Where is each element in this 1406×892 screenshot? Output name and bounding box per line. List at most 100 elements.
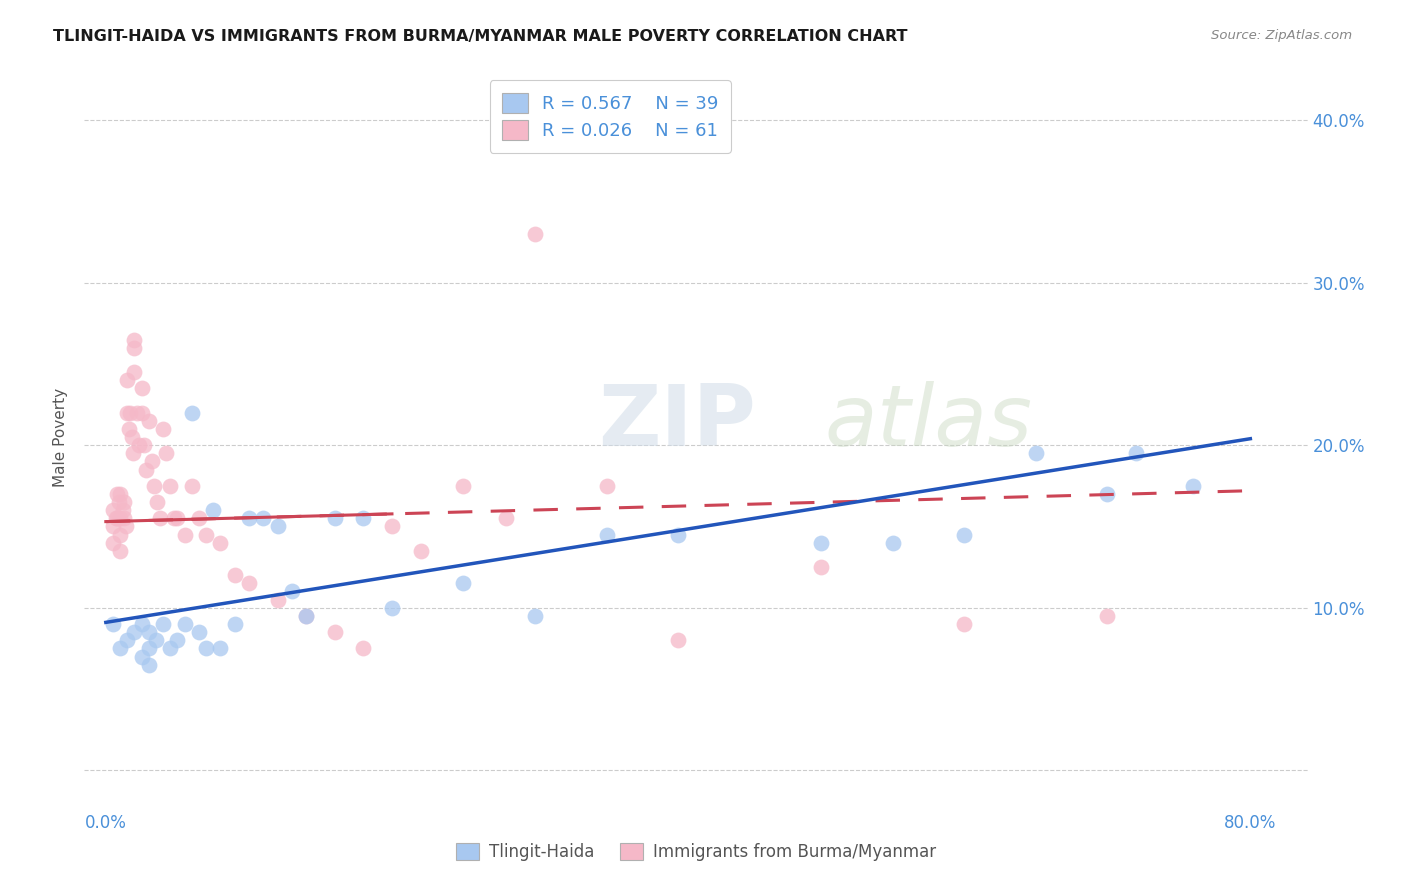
Point [149, 511, 172, 525]
Point [108, 527, 131, 541]
Point [209, 535, 232, 549]
Point [194, 641, 217, 656]
Point [143, 479, 166, 493]
Text: atlas: atlas [824, 381, 1032, 464]
Point [117, 373, 139, 387]
Point [238, 511, 260, 525]
Point [194, 527, 217, 541]
Point [108, 487, 131, 501]
Point [152, 422, 174, 436]
Point [108, 511, 131, 525]
Point [238, 576, 260, 591]
Point [882, 535, 904, 549]
Point [1025, 446, 1047, 460]
Point [187, 511, 209, 525]
Point [131, 649, 153, 664]
Point [108, 641, 131, 656]
Point [281, 584, 304, 599]
Point [101, 535, 124, 549]
Point [352, 641, 374, 656]
Point [595, 479, 617, 493]
Point [453, 479, 475, 493]
Point [159, 641, 181, 656]
Point [187, 625, 209, 640]
Point [209, 641, 232, 656]
Point [131, 617, 153, 632]
Point [810, 560, 832, 574]
Point [266, 592, 288, 607]
Point [105, 511, 128, 525]
Point [352, 511, 374, 525]
Point [117, 406, 139, 420]
Point [295, 608, 318, 623]
Point [202, 503, 225, 517]
Point [101, 617, 124, 632]
Point [666, 527, 689, 541]
Point [131, 406, 153, 420]
Point [323, 511, 346, 525]
Point [122, 446, 145, 460]
Point [128, 438, 150, 452]
Point [124, 333, 146, 347]
Point [121, 430, 143, 444]
Point [101, 519, 124, 533]
Point [124, 625, 146, 640]
Text: ZIP: ZIP [598, 381, 756, 464]
Point [381, 600, 404, 615]
Point [173, 617, 195, 632]
Point [810, 535, 832, 549]
Point [953, 527, 976, 541]
Point [124, 341, 146, 355]
Point [224, 617, 246, 632]
Point [180, 479, 202, 493]
Point [145, 633, 167, 648]
Point [141, 454, 163, 468]
Point [124, 365, 146, 379]
Point [118, 422, 141, 436]
Point [166, 511, 188, 525]
Point [127, 406, 149, 420]
Text: TLINGIT-HAIDA VS IMMIGRANTS FROM BURMA/MYANMAR MALE POVERTY CORRELATION CHART: TLINGIT-HAIDA VS IMMIGRANTS FROM BURMA/M… [53, 29, 908, 44]
Point [120, 406, 142, 420]
Point [131, 381, 153, 395]
Point [524, 608, 547, 623]
Point [111, 503, 134, 517]
Point [159, 479, 181, 493]
Point [155, 446, 177, 460]
Point [252, 511, 274, 525]
Point [180, 406, 202, 420]
Point [295, 608, 318, 623]
Point [105, 487, 128, 501]
Point [112, 511, 135, 525]
Point [138, 414, 160, 428]
Point [1182, 479, 1205, 493]
Legend: Tlingit-Haida, Immigrants from Burma/Myanmar: Tlingit-Haida, Immigrants from Burma/Mya… [450, 836, 942, 868]
Point [152, 617, 174, 632]
Point [101, 503, 124, 517]
Point [135, 462, 157, 476]
Point [381, 519, 404, 533]
Point [108, 544, 131, 558]
Point [409, 544, 432, 558]
Point [115, 519, 138, 533]
Point [146, 495, 169, 509]
Point [453, 576, 475, 591]
Point [1097, 487, 1119, 501]
Point [323, 625, 346, 640]
Point [166, 633, 188, 648]
Point [953, 617, 976, 632]
Point [173, 527, 195, 541]
Point [524, 227, 547, 241]
Point [495, 511, 517, 525]
Point [104, 511, 127, 525]
Text: Source: ZipAtlas.com: Source: ZipAtlas.com [1212, 29, 1353, 42]
Point [138, 625, 160, 640]
Point [1125, 446, 1147, 460]
Point [163, 511, 186, 525]
Point [666, 633, 689, 648]
Point [224, 568, 246, 582]
Point [134, 438, 156, 452]
Point [107, 495, 129, 509]
Point [595, 527, 617, 541]
Point [138, 641, 160, 656]
